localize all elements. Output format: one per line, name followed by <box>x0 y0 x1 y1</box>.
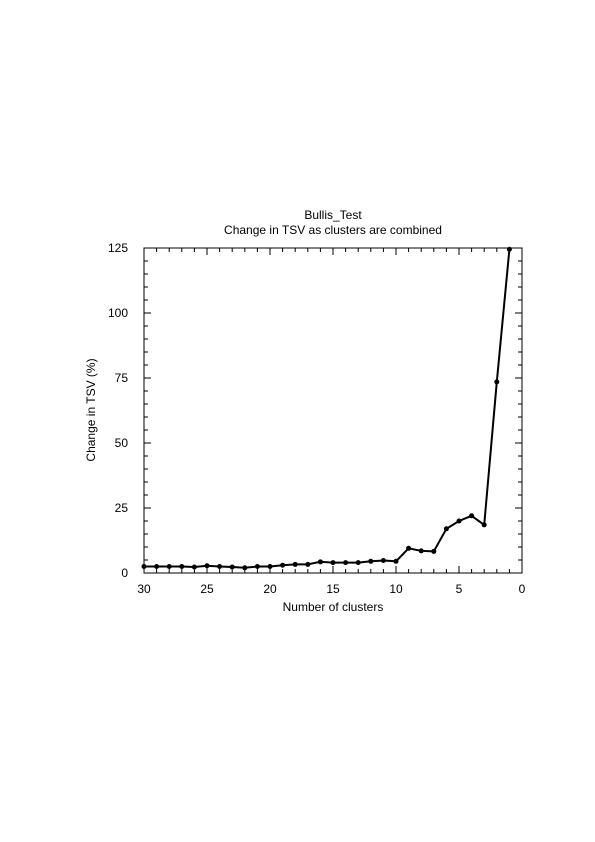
y-axis-tick-labels: 0 25 50 75 100 125 <box>108 241 128 580</box>
data-series <box>141 246 512 571</box>
chart-subtitle: Change in TSV as clusters are combined <box>224 223 442 237</box>
data-point <box>380 558 386 564</box>
data-point <box>204 563 210 569</box>
data-point <box>443 526 449 532</box>
data-point <box>254 564 260 569</box>
data-point <box>166 564 172 569</box>
data-point <box>330 560 336 566</box>
chart-title: Bullis_Test <box>304 208 362 222</box>
data-point <box>481 522 487 528</box>
data-point <box>506 246 512 252</box>
data-point <box>141 564 147 569</box>
data-point <box>393 558 399 564</box>
data-point <box>179 564 185 569</box>
x-axis-tick-labels: 30 25 20 15 10 5 0 <box>137 582 525 596</box>
data-point <box>229 564 235 570</box>
data-point <box>456 518 462 524</box>
data-point <box>368 558 374 564</box>
x-tick-label: 15 <box>326 582 340 596</box>
data-point <box>154 564 160 569</box>
data-point <box>317 559 323 565</box>
data-point <box>406 545 412 551</box>
x-tick-label: 10 <box>389 582 403 596</box>
series-line <box>144 249 511 569</box>
data-point <box>418 548 424 554</box>
data-point <box>355 560 361 566</box>
y-tick-label: 100 <box>108 306 128 320</box>
y-tick-label: 125 <box>108 241 128 255</box>
y-tick-label: 75 <box>115 371 129 385</box>
data-point <box>431 548 437 554</box>
x-axis-label: Number of clusters <box>283 600 384 614</box>
data-point <box>292 561 298 567</box>
data-point <box>494 379 500 385</box>
x-tick-label: 5 <box>456 582 463 596</box>
data-point <box>242 565 248 571</box>
y-tick-label: 25 <box>115 501 129 515</box>
axis-ticks <box>143 247 523 574</box>
y-tick-label: 50 <box>115 436 129 450</box>
x-tick-label: 0 <box>519 582 526 596</box>
y-tick-label: 0 <box>121 566 128 580</box>
x-tick-label: 20 <box>263 582 277 596</box>
data-point <box>305 561 311 567</box>
data-point <box>217 564 223 569</box>
data-point <box>469 513 475 519</box>
data-point <box>280 562 286 568</box>
y-axis-label: Change in TSV (%) <box>84 358 98 461</box>
x-tick-label: 25 <box>200 582 214 596</box>
data-point <box>191 564 197 570</box>
x-tick-label: 30 <box>137 582 151 596</box>
plot-frame <box>143 247 523 574</box>
data-point <box>343 560 349 566</box>
data-point <box>267 564 273 569</box>
